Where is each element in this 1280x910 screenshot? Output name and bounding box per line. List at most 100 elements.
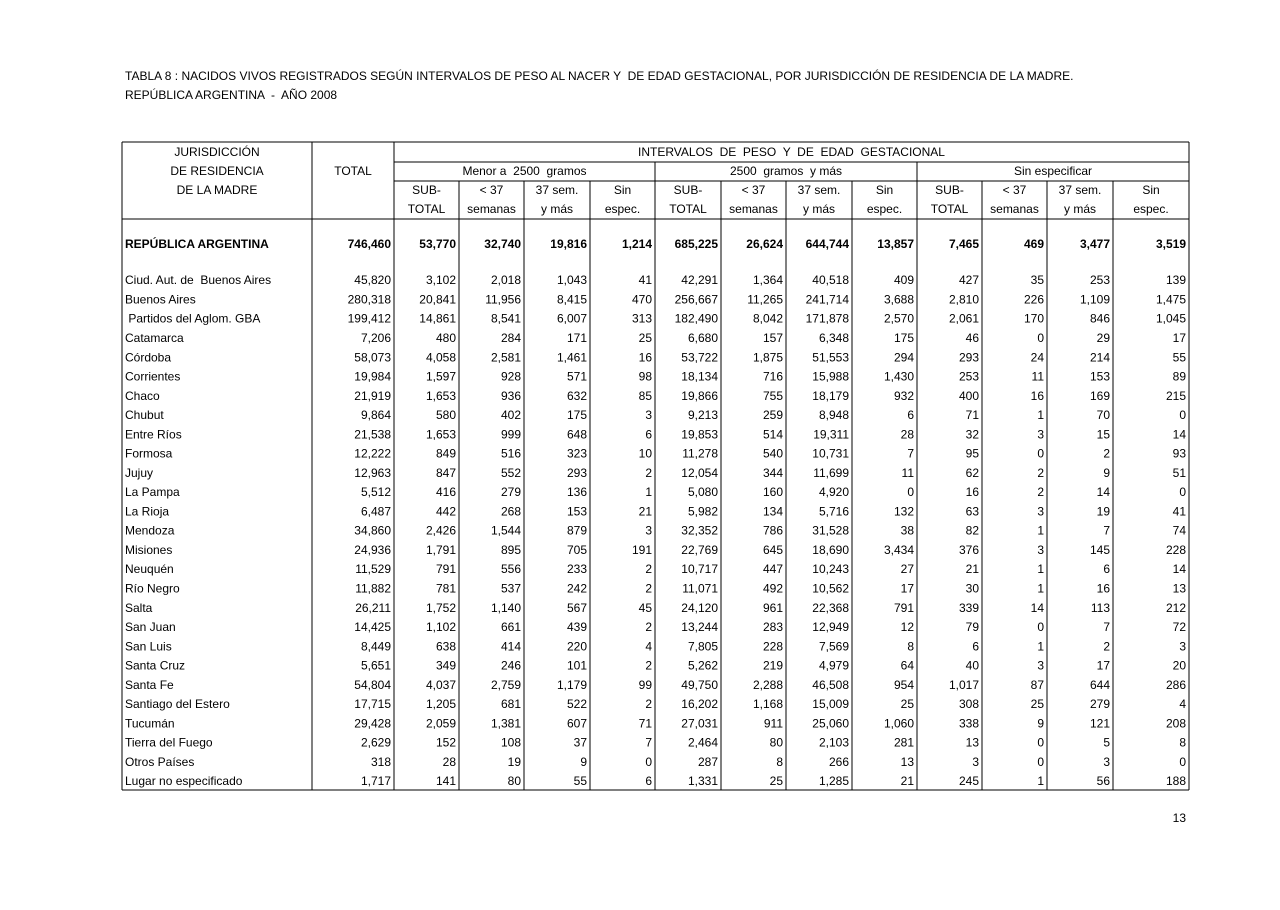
row-label: La Pampa bbox=[125, 485, 180, 499]
table-cell: 169 bbox=[1090, 389, 1110, 403]
table-cell: 11,278 bbox=[682, 447, 718, 461]
table-cell: 41 bbox=[639, 273, 653, 287]
table-cell: 0 bbox=[1037, 620, 1044, 634]
table-cell: 323 bbox=[567, 447, 587, 461]
column-header: espec. bbox=[1133, 202, 1168, 216]
table-cell: 6 bbox=[972, 639, 979, 653]
table-cell: 51,553 bbox=[812, 350, 849, 364]
table-cell: 7,569 bbox=[819, 639, 849, 653]
row-label: Chubut bbox=[125, 408, 164, 422]
column-header: semanas bbox=[729, 202, 778, 216]
table-cell: 1 bbox=[1037, 774, 1044, 788]
table-cell: 259 bbox=[763, 408, 783, 422]
table-cell: 9 bbox=[1037, 716, 1044, 730]
table-cell: 552 bbox=[501, 466, 521, 480]
column-header: 37 sem. bbox=[798, 183, 841, 197]
table-cell: 2,288 bbox=[753, 678, 783, 692]
table-cell: 2,464 bbox=[688, 736, 718, 750]
table-cell: 8 bbox=[1179, 736, 1186, 750]
table-cell: 14 bbox=[1097, 485, 1111, 499]
table-cell: 318 bbox=[371, 755, 391, 769]
table-cell: 16 bbox=[1097, 581, 1111, 595]
table-cell: 12,949 bbox=[812, 620, 849, 634]
table-cell: 1 bbox=[1037, 524, 1044, 538]
table-cell: 19,816 bbox=[550, 237, 587, 251]
table-cell: 14 bbox=[1173, 427, 1187, 441]
table-cell: 280,318 bbox=[348, 292, 392, 306]
table-cell: 936 bbox=[501, 389, 521, 403]
table-cell: 46,508 bbox=[812, 678, 849, 692]
column-header: Sin bbox=[876, 183, 893, 197]
table-cell: 3 bbox=[645, 408, 652, 422]
table-cell: 11,529 bbox=[355, 562, 391, 576]
table-cell: 171 bbox=[567, 331, 587, 345]
table-cell: 40,518 bbox=[812, 273, 849, 287]
table-cell: 1,752 bbox=[426, 601, 456, 615]
table-cell: 8,449 bbox=[361, 639, 391, 653]
table-cell: 895 bbox=[501, 543, 521, 557]
table-cell: 469 bbox=[1024, 237, 1044, 251]
table-cell: 1 bbox=[1037, 408, 1044, 422]
table-cell: 7,465 bbox=[949, 237, 979, 251]
table-cell: 2 bbox=[1103, 447, 1110, 461]
table-cell: 53,722 bbox=[681, 350, 718, 364]
column-header: espec. bbox=[605, 202, 640, 216]
table-cell: 344 bbox=[763, 466, 783, 480]
table-cell: 214 bbox=[1090, 350, 1110, 364]
table-cell: 11,699 bbox=[813, 466, 849, 480]
table-cell: 242 bbox=[567, 581, 587, 595]
table-cell: 537 bbox=[501, 581, 521, 595]
table-cell: 2 bbox=[645, 581, 652, 595]
table-cell: 32,352 bbox=[681, 524, 718, 538]
table-cell: 226 bbox=[1024, 292, 1044, 306]
table-cell: 132 bbox=[894, 504, 914, 518]
table-cell: 253 bbox=[1090, 273, 1110, 287]
header-cell: DE RESIDENCIA bbox=[170, 164, 263, 178]
table-cell: 10,562 bbox=[812, 581, 849, 595]
table-cell: 62 bbox=[966, 466, 980, 480]
table-cell: 28 bbox=[443, 755, 457, 769]
table-cell: 38 bbox=[901, 524, 915, 538]
table-cell: 6,487 bbox=[361, 504, 391, 518]
table-cell: 219 bbox=[763, 659, 783, 673]
table-cell: 567 bbox=[567, 601, 587, 615]
table-cell: 74 bbox=[1173, 524, 1187, 538]
table-cell: 53,770 bbox=[419, 237, 456, 251]
table-cell: 1,461 bbox=[557, 350, 587, 364]
table-cell: 849 bbox=[436, 447, 456, 461]
table-cell: 16 bbox=[966, 485, 980, 499]
table-cell: 1,791 bbox=[426, 543, 456, 557]
table-cell: 220 bbox=[567, 639, 587, 653]
column-header: SUB- bbox=[674, 183, 703, 197]
table-cell: 256,667 bbox=[675, 292, 719, 306]
table-cell: 645 bbox=[763, 543, 783, 557]
table-cell: 18,690 bbox=[812, 543, 849, 557]
table-cell: 705 bbox=[567, 543, 587, 557]
table-cell: 98 bbox=[639, 370, 653, 384]
table-cell: 93 bbox=[1173, 447, 1187, 461]
table-cell: 681 bbox=[501, 697, 521, 711]
table-cell: 19,866 bbox=[681, 389, 718, 403]
table-cell: 18,134 bbox=[681, 370, 718, 384]
table-cell: 1,285 bbox=[819, 774, 849, 788]
table-cell: 188 bbox=[1166, 774, 1186, 788]
table-cell: 961 bbox=[763, 601, 783, 615]
table-cell: 16,202 bbox=[681, 697, 718, 711]
table-cell: 17 bbox=[1097, 659, 1111, 673]
table-cell: 293 bbox=[959, 350, 979, 364]
table-cell: 338 bbox=[959, 716, 979, 730]
table-cell: 80 bbox=[770, 736, 784, 750]
table-cell: 3 bbox=[1179, 639, 1186, 653]
table-cell: 661 bbox=[501, 620, 521, 634]
table-cell: 9 bbox=[580, 755, 587, 769]
table-cell: 17 bbox=[1173, 331, 1187, 345]
table-cell: 954 bbox=[894, 678, 914, 692]
table-cell: 40 bbox=[966, 659, 980, 673]
table-cell: 2,018 bbox=[491, 273, 521, 287]
table-cell: 29 bbox=[1097, 331, 1111, 345]
subtitle: REPÚBLICA ARGENTINA - AÑO 2008 bbox=[125, 87, 337, 102]
table-cell: 139 bbox=[1166, 273, 1186, 287]
table-cell: 644 bbox=[1090, 678, 1110, 692]
table-cell: 492 bbox=[763, 581, 783, 595]
